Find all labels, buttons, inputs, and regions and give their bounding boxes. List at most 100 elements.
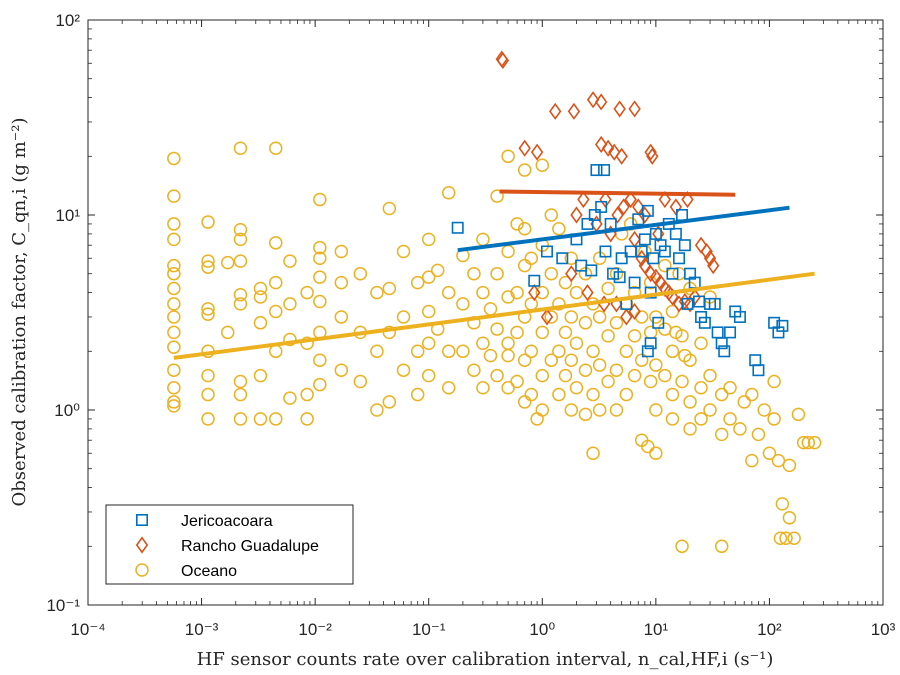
x-tick-label: 10⁻¹ (412, 620, 446, 639)
data-point (619, 344, 634, 359)
data-point (167, 381, 181, 395)
data-point (723, 381, 737, 395)
data-point (565, 265, 578, 283)
data-point (269, 275, 283, 290)
data-point (233, 387, 248, 402)
data-point (617, 198, 630, 216)
data-point (540, 245, 553, 258)
data-point (724, 326, 737, 339)
data-point (601, 281, 615, 296)
data-point (715, 337, 728, 350)
data-point (528, 274, 541, 287)
data-point (641, 204, 654, 217)
fit-line-rancho-guadalupe (499, 189, 736, 197)
data-point (581, 217, 594, 230)
data-point (801, 435, 816, 450)
data-point (300, 285, 314, 300)
data-point (556, 252, 569, 265)
data-point (476, 336, 490, 350)
data-point (510, 325, 524, 340)
data-point (665, 412, 680, 426)
data-point (666, 267, 679, 280)
data-point (601, 374, 615, 389)
data-point (313, 240, 327, 255)
data-point (269, 412, 283, 426)
data-point (708, 297, 721, 310)
data-point (632, 213, 645, 226)
data-point (787, 531, 801, 545)
data-point (643, 374, 658, 389)
data-point (567, 102, 581, 120)
y-axis-title: Observed calibration factor, C_qn,i (g m… (9, 118, 30, 507)
data-point (678, 239, 691, 252)
data-point (501, 348, 515, 363)
data-point (745, 387, 759, 402)
data-point (644, 143, 657, 161)
data-point (675, 539, 689, 554)
data-point (649, 358, 663, 372)
series-oceano (167, 141, 822, 554)
data-point (665, 387, 680, 402)
fit-lines (173, 189, 815, 360)
data-point (201, 387, 215, 402)
data-point (669, 227, 682, 240)
data-point (698, 316, 711, 329)
data-point (620, 308, 633, 326)
data-point (796, 435, 811, 450)
data-point (694, 412, 708, 426)
data-point (283, 254, 297, 268)
data-point (718, 345, 731, 358)
data-point (627, 368, 642, 383)
data-point (652, 316, 665, 329)
data-point (430, 263, 445, 278)
data-point (578, 316, 593, 330)
data-point (776, 319, 789, 332)
data-point (703, 368, 717, 383)
data-point (681, 190, 694, 209)
data-point (649, 227, 662, 240)
data-point (382, 325, 397, 340)
data-point (540, 308, 554, 326)
data-point (233, 297, 248, 311)
data-point (167, 232, 181, 247)
data-point (595, 200, 608, 213)
data-point (233, 232, 248, 247)
data-point (767, 412, 781, 426)
data-point (638, 206, 652, 224)
data-point (396, 244, 411, 259)
data-point (694, 381, 708, 395)
data-point (552, 222, 566, 236)
data-point (599, 245, 612, 258)
data-point (628, 276, 641, 289)
data-point (700, 242, 713, 261)
data-point (665, 344, 680, 359)
data-point (313, 251, 327, 266)
data-point (524, 344, 539, 359)
data-point (269, 141, 283, 155)
data-point (558, 275, 573, 290)
data-point (233, 141, 248, 155)
data-point (683, 422, 697, 436)
data-point (313, 294, 327, 309)
data-point (535, 403, 550, 417)
data-point (476, 381, 490, 395)
data-point (658, 245, 671, 258)
data-point (167, 340, 181, 354)
data-point (635, 249, 648, 267)
data-point (564, 251, 579, 266)
data-point (300, 336, 314, 350)
data-point (269, 304, 283, 319)
data-point (535, 158, 550, 172)
data-point (586, 91, 600, 109)
data-point (745, 453, 759, 468)
data-point (441, 381, 456, 395)
data-point (456, 297, 470, 311)
legend: Jericoacoara Rancho Guadalupe Oceano (105, 504, 354, 585)
data-point (220, 255, 235, 270)
data-point (396, 310, 411, 324)
data-point (253, 281, 268, 296)
data-point (201, 254, 215, 268)
data-point (772, 326, 785, 339)
data-point (564, 353, 579, 367)
